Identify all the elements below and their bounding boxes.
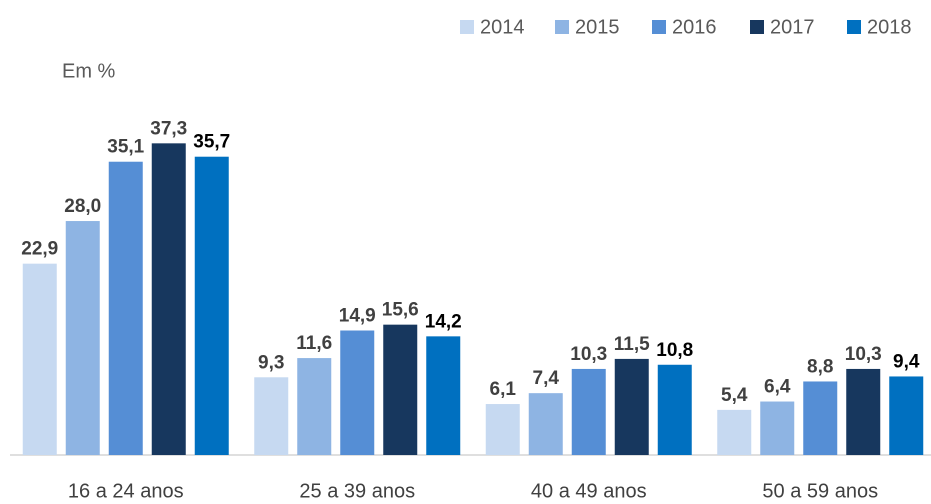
bar — [528, 393, 563, 455]
data-label: 11,5 — [614, 334, 650, 355]
y-axis-label: Em % — [62, 60, 116, 82]
bar — [571, 368, 606, 455]
data-label: 9,4 — [893, 351, 920, 372]
bar — [803, 381, 838, 455]
data-label: 10,8 — [656, 340, 693, 361]
legend-label: 2016 — [672, 16, 717, 38]
data-label: 5,4 — [721, 385, 748, 406]
legend-swatch — [555, 20, 569, 34]
legend-label: 2015 — [575, 16, 620, 38]
x-tick-label: 40 a 49 anos — [531, 480, 647, 502]
bar — [297, 358, 332, 455]
bar — [108, 161, 143, 455]
data-label: 11,6 — [296, 333, 332, 354]
bar — [717, 409, 752, 455]
bar — [889, 376, 924, 455]
bar — [614, 358, 649, 455]
legend-swatch — [847, 20, 861, 34]
bar — [194, 156, 229, 455]
data-label: 15,6 — [382, 300, 419, 321]
x-tick-label: 16 a 24 anos — [68, 480, 184, 502]
data-label: 10,3 — [570, 344, 607, 365]
data-label: 10,3 — [845, 344, 882, 365]
data-label: 7,4 — [533, 368, 560, 389]
legend-swatch — [460, 20, 474, 34]
data-label: 35,1 — [107, 137, 144, 158]
data-label: 6,1 — [490, 379, 517, 400]
data-label: 14,2 — [425, 311, 462, 332]
bar — [426, 336, 461, 455]
legend-label: 2014 — [480, 16, 525, 38]
data-label: 14,9 — [339, 306, 376, 327]
bar — [340, 330, 375, 455]
legend-swatch — [750, 20, 764, 34]
x-tick-label: 25 a 39 anos — [299, 480, 415, 502]
data-label: 9,3 — [258, 352, 284, 373]
bar — [760, 401, 795, 455]
bar — [254, 377, 289, 455]
bar — [657, 364, 692, 455]
data-label: 6,4 — [764, 377, 791, 398]
legend-label: 2017 — [770, 16, 815, 38]
bar — [65, 221, 100, 455]
bar — [846, 368, 881, 455]
bar — [485, 404, 520, 455]
data-label: 35,7 — [193, 132, 230, 153]
legend-swatch — [652, 20, 666, 34]
data-label: 22,9 — [21, 239, 58, 260]
legend-label: 2018 — [867, 16, 912, 38]
data-label: 28,0 — [64, 196, 101, 217]
x-tick-label: 50 a 59 anos — [762, 480, 878, 502]
bar — [22, 263, 57, 455]
data-label: 37,3 — [150, 118, 187, 139]
data-label: 8,8 — [807, 356, 833, 377]
bar — [383, 324, 418, 455]
bar — [151, 143, 186, 456]
